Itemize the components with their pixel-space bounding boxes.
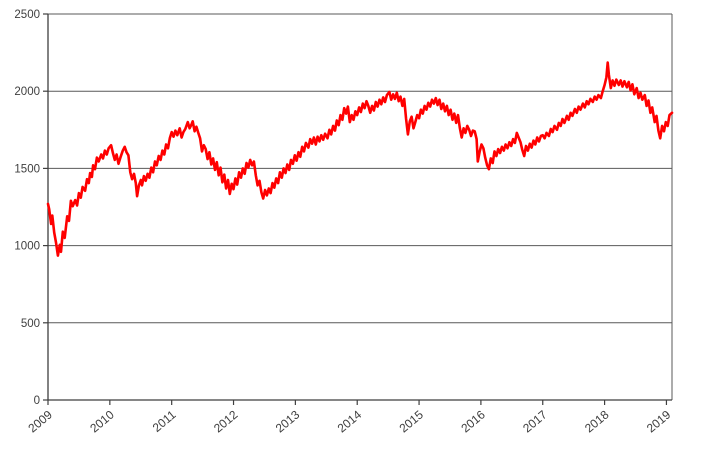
gridlines (48, 13, 672, 324)
y-tick-label: 2000 (14, 86, 40, 98)
y-tick-label: 1000 (14, 241, 40, 253)
y-tick-label: 0 (34, 395, 40, 407)
x-tick-label: 2019 (644, 407, 674, 435)
x-tick-label: 2012 (211, 407, 241, 435)
axes (47, 14, 672, 401)
x-tick-label: 2015 (397, 407, 427, 435)
x-tick-label: 2018 (582, 407, 612, 435)
price-line-series (46, 61, 674, 257)
x-tick-label: 2017 (520, 407, 550, 435)
x-tick-label: 2011 (150, 407, 179, 435)
x-tick-label: 2013 (273, 407, 303, 435)
series-line-index-value (46, 61, 674, 257)
x-tick-label: 2009 (25, 407, 55, 435)
x-tick-label: 2014 (335, 407, 365, 435)
tick-marks (43, 13, 668, 405)
y-tick-label: 500 (21, 318, 40, 330)
y-tick-label: 1500 (14, 163, 40, 175)
tick-labels: 0 500 1000 1500 2000 2500 2009 2010 2011 2012 2013… (14, 9, 673, 435)
x-tick-label: 2016 (458, 407, 488, 435)
x-tick-label: 2010 (87, 407, 117, 435)
y-tick-label: 2500 (14, 9, 40, 21)
